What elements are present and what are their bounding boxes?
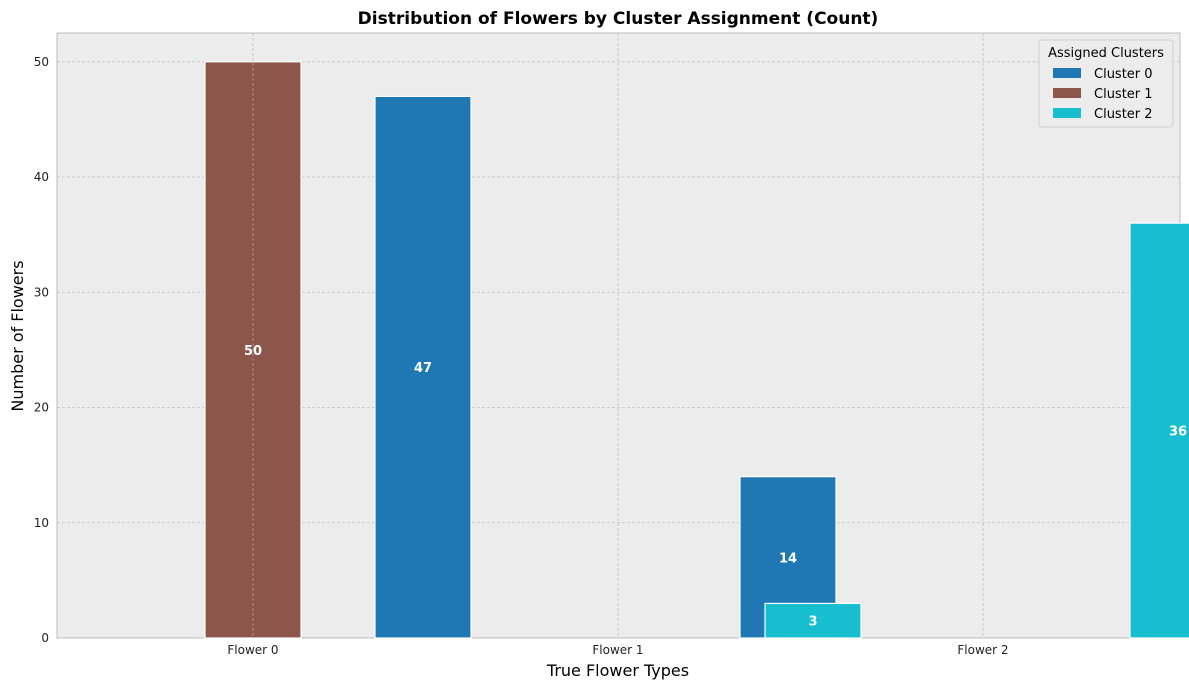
bar-value-label: 14 (779, 551, 797, 566)
legend-label: Cluster 2 (1094, 107, 1153, 122)
bar-value-label: 47 (414, 361, 432, 376)
bar-value-label: 3 (808, 615, 817, 630)
legend-label: Cluster 0 (1094, 67, 1153, 82)
legend-swatch (1053, 68, 1081, 78)
legend-title: Assigned Clusters (1048, 46, 1164, 61)
chart-title: Distribution of Flowers by Cluster Assig… (358, 9, 879, 29)
bar (764, 602, 862, 639)
legend-label: Cluster 1 (1094, 87, 1153, 102)
legend-swatch (1053, 108, 1081, 118)
x-tick-label: Flower 0 (227, 643, 278, 657)
y-axis-ticks: 0 10 20 30 40 50 (34, 55, 49, 645)
bar-value-label: 36 (1169, 425, 1187, 440)
y-axis-label: Number of Flowers (8, 260, 27, 411)
y-tick-label: 10 (34, 516, 49, 530)
x-axis-label: True Flower Types (546, 661, 689, 680)
legend-items: Cluster 0 Cluster 1 Cluster 2 (1053, 67, 1153, 122)
x-tick-label: Flower 2 (957, 643, 1008, 657)
x-axis-ticks: Flower 0 Flower 1 Flower 2 (227, 643, 1008, 657)
legend-box (1038, 39, 1174, 128)
legend-swatch (1053, 88, 1081, 98)
y-tick-label: 30 (34, 285, 49, 299)
data-labels-group: 47 14 50 3 36 (244, 33, 1187, 638)
y-tick-label: 40 (34, 170, 49, 184)
y-tick-label: 50 (34, 55, 49, 69)
y-tick-label: 0 (41, 631, 49, 645)
x-tick-label: Flower 1 (592, 643, 643, 657)
bar (374, 95, 472, 639)
y-tick-label: 20 (34, 401, 49, 415)
bar-value-label: 50 (244, 344, 262, 359)
bars-group (204, 61, 1189, 639)
bar (1129, 222, 1189, 639)
